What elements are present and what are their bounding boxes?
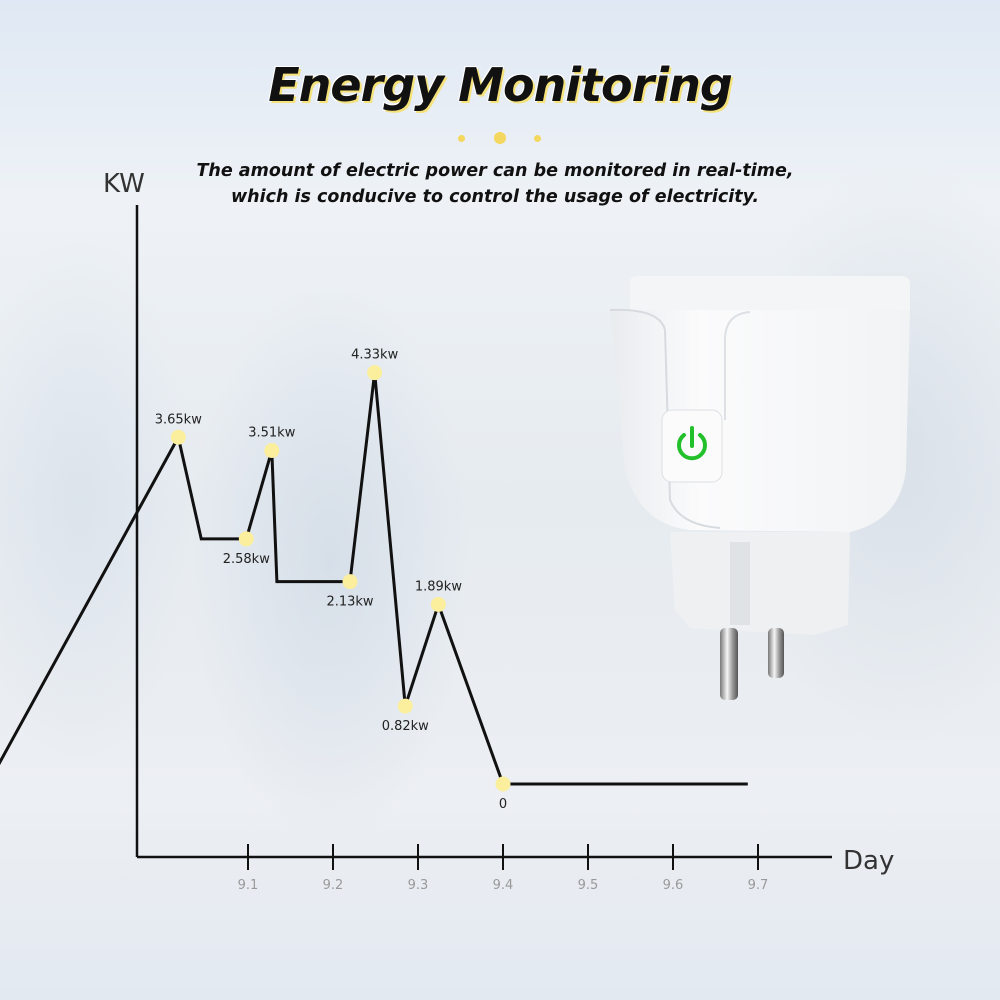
x-tick-label: 9.3 bbox=[408, 878, 429, 893]
data-point bbox=[170, 429, 186, 445]
x-axis-label: Day bbox=[843, 846, 894, 876]
data-label: 3.65kw bbox=[155, 412, 202, 427]
data-point bbox=[397, 698, 413, 714]
data-label: 2.13kw bbox=[326, 595, 373, 610]
dot bbox=[534, 135, 541, 142]
data-label: 1.89kw bbox=[415, 579, 462, 594]
x-tick-label: 9.1 bbox=[238, 878, 259, 893]
x-tick-label: 9.2 bbox=[323, 878, 344, 893]
subtitle-line: The amount of electric power can be moni… bbox=[196, 161, 794, 181]
data-point bbox=[495, 776, 511, 792]
power-icon bbox=[677, 426, 707, 461]
data-point bbox=[264, 443, 280, 459]
x-tick-label: 9.4 bbox=[493, 878, 514, 893]
plug-pin bbox=[768, 628, 784, 678]
plug-pin bbox=[720, 628, 738, 700]
data-label: 0.82kw bbox=[382, 719, 429, 734]
data-point bbox=[238, 531, 254, 547]
subtitle: The amount of electric power can be moni… bbox=[0, 158, 990, 210]
subtitle-line: which is conducive to control the usage … bbox=[230, 187, 760, 207]
dot bbox=[458, 135, 465, 142]
data-label: 4.33kw bbox=[351, 348, 398, 363]
y-axis-label: KW bbox=[103, 169, 145, 199]
data-point bbox=[430, 596, 446, 612]
x-tick-label: 9.7 bbox=[748, 878, 769, 893]
data-label: 3.51kw bbox=[248, 426, 295, 441]
x-tick-label: 9.5 bbox=[578, 878, 599, 893]
data-label: 0 bbox=[499, 797, 507, 812]
data-point bbox=[367, 365, 383, 381]
dot bbox=[494, 132, 506, 144]
data-label: 2.58kw bbox=[223, 552, 270, 567]
data-point bbox=[342, 574, 358, 590]
smart-plug-image bbox=[609, 276, 910, 700]
page-title: Energy Monitoring bbox=[268, 58, 733, 112]
x-tick-label: 9.6 bbox=[663, 878, 684, 893]
